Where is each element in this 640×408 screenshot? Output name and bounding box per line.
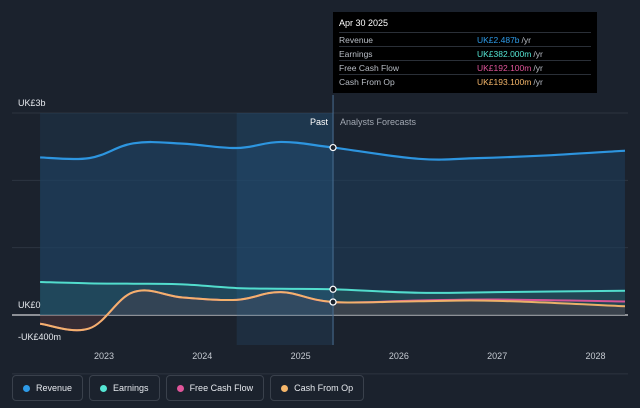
past-shade bbox=[40, 113, 334, 315]
y-label-bottom: -UK£400m bbox=[18, 332, 61, 342]
cash-from-op-dot-icon bbox=[281, 384, 289, 392]
tooltip-label: Cash From Op bbox=[339, 76, 395, 87]
tooltip-value: UK£193.100m bbox=[477, 76, 532, 87]
legend-item-cash-from-op[interactable]: Cash From Op bbox=[270, 375, 365, 401]
legend-item-free-cash-flow[interactable]: Free Cash Flow bbox=[165, 375, 265, 401]
legend-item-earnings[interactable]: Earnings bbox=[89, 375, 160, 401]
legend-label: Cash From Op bbox=[294, 383, 354, 393]
divider-point-revenue bbox=[329, 143, 337, 152]
tooltip-value: UK£382.000m bbox=[477, 48, 532, 59]
tooltip-label: Revenue bbox=[339, 34, 374, 45]
hover-band bbox=[236, 113, 334, 345]
series-line-earnings bbox=[40, 281, 626, 294]
legend-label: Revenue bbox=[36, 383, 73, 393]
tooltip-unit: /yr bbox=[533, 48, 543, 59]
x-tick-label: 2026 bbox=[389, 351, 409, 361]
past-label: Past bbox=[310, 117, 329, 127]
past-bands bbox=[40, 113, 334, 345]
tooltip-unit: /yr bbox=[533, 76, 543, 87]
tooltip-label: Earnings bbox=[339, 48, 373, 59]
tooltip-date: Apr 30 2025 bbox=[339, 18, 389, 28]
y-label-zero: UK£0 bbox=[18, 300, 41, 310]
x-tick-label: 2028 bbox=[585, 351, 605, 361]
x-tick-label: 2027 bbox=[487, 351, 507, 361]
y-label-top: UK£3b bbox=[18, 98, 46, 108]
x-tick-label: 2025 bbox=[291, 351, 311, 361]
x-tick-label: 2023 bbox=[94, 351, 114, 361]
tooltip-value: UK£192.100m bbox=[477, 62, 532, 73]
divider-point-earnings bbox=[329, 285, 337, 293]
divider-markers bbox=[329, 95, 337, 345]
divider-point-cash-from-op bbox=[329, 298, 337, 306]
axis-labels: UK£3b UK£0 -UK£400m Past Analysts Forecasts 2… bbox=[18, 98, 606, 361]
tooltip-value: UK£2.487b bbox=[477, 34, 520, 45]
earnings-dot-icon bbox=[100, 384, 108, 392]
hover-tooltip: Apr 30 2025 Revenue UK£2.487b /yr Earnin… bbox=[333, 12, 597, 93]
tooltip-row-free-cash-flow: Free Cash Flow UK£192.100m /yr bbox=[339, 60, 591, 74]
forecast-label: Analysts Forecasts bbox=[340, 117, 417, 127]
tooltip-label: Free Cash Flow bbox=[339, 62, 399, 73]
series-line-revenue bbox=[40, 140, 626, 161]
tooltip-row-cash-from-op: Cash From Op UK£193.100m /yr bbox=[339, 74, 591, 88]
tooltip-unit: /yr bbox=[533, 62, 543, 73]
legend-label: Free Cash Flow bbox=[189, 383, 254, 393]
tooltip-row-earnings: Earnings UK£382.000m /yr bbox=[339, 46, 591, 60]
chart-legend: Revenue Earnings Free Cash Flow Cash Fro… bbox=[12, 375, 365, 401]
tooltip-unit: /yr bbox=[521, 34, 531, 45]
legend-item-revenue[interactable]: Revenue bbox=[12, 375, 84, 401]
series-lines bbox=[39, 140, 626, 332]
tooltip-row-revenue: Revenue UK£2.487b /yr bbox=[339, 32, 591, 46]
series-line-cash-from-op bbox=[39, 289, 626, 332]
free-cash-flow-dot-icon bbox=[176, 384, 184, 392]
legend-label: Earnings bbox=[113, 383, 149, 393]
x-tick-label: 2024 bbox=[192, 351, 212, 361]
revenue-dot-icon bbox=[23, 384, 30, 392]
